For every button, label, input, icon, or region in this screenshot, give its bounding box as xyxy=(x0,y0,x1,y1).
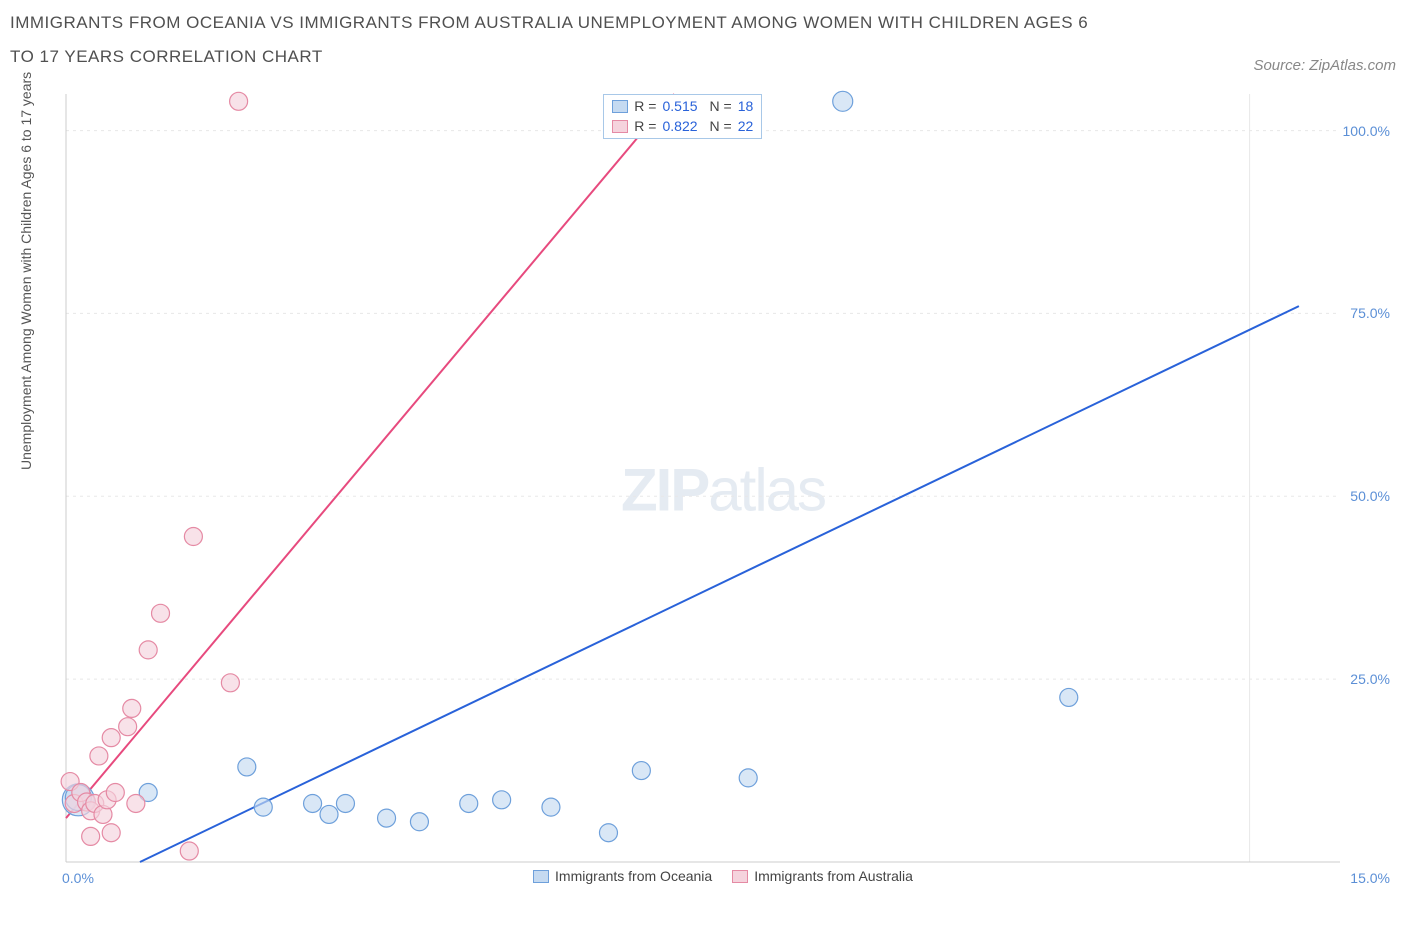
y-tick-label: 50.0% xyxy=(1350,488,1390,504)
r-value[interactable]: 0.515 xyxy=(662,97,697,117)
y-tick-label: 100.0% xyxy=(1343,123,1390,139)
bottom-legend: Immigrants from Oceania Immigrants from A… xyxy=(58,868,1388,884)
scatter-plot xyxy=(58,90,1388,890)
r-label: R = xyxy=(634,97,656,117)
legend-label: Immigrants from Australia xyxy=(754,868,913,884)
x-tick-label: 0.0% xyxy=(62,870,94,886)
swatch-icon xyxy=(612,100,628,113)
legend-label: Immigrants from Oceania xyxy=(555,868,712,884)
swatch-icon xyxy=(732,870,748,883)
source-label: Source: ZipAtlas.com xyxy=(1253,57,1396,74)
swatch-icon xyxy=(612,120,628,133)
n-label: N = xyxy=(710,97,732,117)
chart-area: ZIPatlas R =0.515N =18R =0.822N =22 Immi… xyxy=(58,90,1388,890)
legend-item: Immigrants from Oceania xyxy=(533,868,712,884)
legend-item: Immigrants from Australia xyxy=(732,868,913,884)
swatch-icon xyxy=(533,870,549,883)
stats-row: R = 0.515 N = 18 xyxy=(612,97,753,117)
n-value[interactable]: 22 xyxy=(738,117,754,137)
y-axis-label: Unemployment Among Women with Children A… xyxy=(18,72,34,470)
x-tick-label: 15.0% xyxy=(1350,870,1390,886)
y-tick-label: 75.0% xyxy=(1350,305,1390,321)
stats-box: R = 0.515 N = 18 R = 0.822 N = 22 xyxy=(603,94,762,139)
stats-row: R = 0.822 N = 22 xyxy=(612,117,753,137)
r-value[interactable]: 0.822 xyxy=(662,117,697,137)
chart-title: IMMIGRANTS FROM OCEANIA VS IMMIGRANTS FR… xyxy=(10,6,1100,74)
n-value[interactable]: 18 xyxy=(738,97,754,117)
r-label: R = xyxy=(634,117,656,137)
y-tick-label: 25.0% xyxy=(1350,671,1390,687)
n-label: N = xyxy=(710,117,732,137)
